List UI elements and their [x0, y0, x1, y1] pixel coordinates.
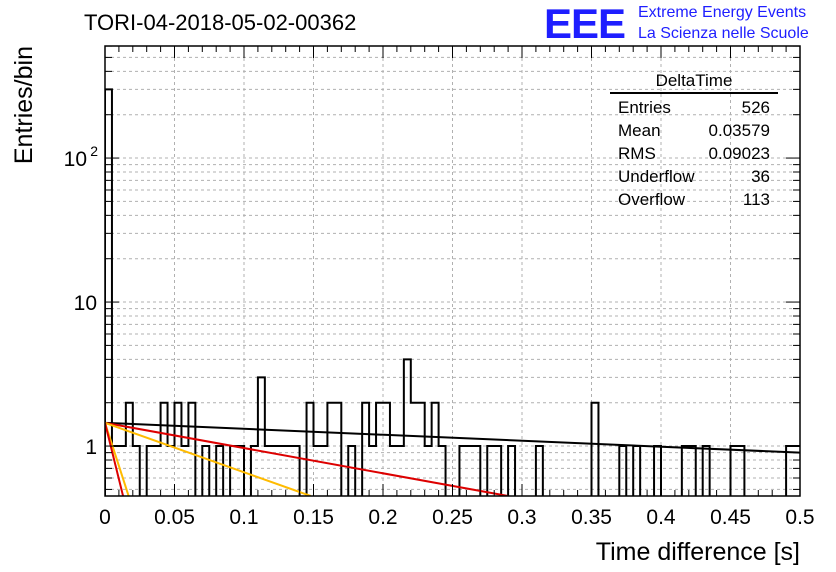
y-tick-label: 10	[64, 148, 87, 171]
histogram-bin	[487, 446, 494, 496]
histogram-bin	[439, 446, 446, 496]
x-tick-label: 0.5	[785, 506, 814, 529]
stats-label: Underflow	[618, 167, 695, 186]
histogram-bin	[633, 446, 640, 496]
stats-value: 0.03579	[708, 121, 770, 140]
x-tick-label: 0.1	[229, 506, 258, 529]
histogram-bin	[689, 446, 696, 496]
histogram-bin	[327, 403, 334, 496]
stats-label: Entries	[618, 98, 671, 117]
histogram-bin	[397, 446, 404, 496]
histogram-bin	[619, 446, 626, 496]
histogram-bin	[425, 446, 432, 496]
stats-row: Entries 526	[610, 96, 778, 119]
x-tick-label: 0.15	[293, 506, 334, 529]
histogram-bin	[494, 446, 501, 496]
fit-line	[105, 421, 312, 496]
histogram-bin	[654, 446, 661, 496]
x-tick-label: 0	[99, 506, 111, 529]
histogram-bin	[703, 446, 710, 496]
stats-row: RMS 0.09023	[610, 142, 778, 165]
histogram-bin	[473, 446, 480, 496]
x-tick-label: 0.25	[432, 506, 473, 529]
histogram-bin	[161, 403, 168, 496]
histogram-bin	[376, 403, 383, 496]
histogram-bin	[314, 446, 321, 496]
histogram-bin	[390, 446, 397, 496]
histogram-bin	[154, 446, 161, 496]
fit-line	[105, 422, 125, 496]
stats-label: Mean	[618, 121, 661, 140]
fit-line	[105, 421, 509, 496]
x-tick-label: 0.35	[571, 506, 612, 529]
histogram-bin	[592, 403, 599, 496]
x-axis-title: Time difference [s]	[596, 538, 800, 566]
histogram-bin	[216, 446, 223, 496]
stats-box: DeltaTime Entries 526 Mean 0.03579 RMS 0.0902…	[610, 70, 778, 211]
histogram-bin	[348, 446, 355, 496]
histogram-bin	[411, 403, 418, 496]
stats-row: Mean 0.03579	[610, 119, 778, 142]
logo-text: Extreme Energy Events La Scienza nelle S…	[638, 2, 809, 44]
x-tick-label: 0.05	[154, 506, 195, 529]
histogram-bin	[202, 446, 209, 496]
stats-title: DeltaTime	[655, 71, 733, 90]
histogram-bin	[147, 446, 154, 496]
histogram-bin	[126, 403, 133, 496]
stats-value: 36	[751, 167, 770, 186]
histogram-bin	[786, 446, 793, 496]
histogram-bin	[133, 446, 140, 496]
histogram-bin	[307, 403, 314, 496]
histogram-bin	[251, 446, 258, 496]
histogram-bin	[404, 359, 411, 496]
stats-label: Overflow	[618, 190, 686, 209]
y-tick-label: 1	[85, 436, 97, 459]
histogram-bin	[293, 446, 300, 496]
logo-line2: La Scienza nelle Scuole	[638, 25, 809, 42]
stats-row: Overflow 113	[610, 188, 778, 211]
histogram-bin	[682, 446, 689, 496]
stats-value: 113	[742, 190, 770, 209]
histogram-bin	[168, 446, 175, 496]
run-title: TORI-04-2018-05-02-00362	[84, 10, 357, 35]
histogram-series	[105, 88, 800, 496]
x-tick-label: 0.2	[368, 506, 397, 529]
histogram-bin	[508, 446, 515, 496]
stats-value: 0.09023	[708, 144, 770, 163]
histogram-bin	[731, 446, 738, 496]
stats-value: 526	[741, 98, 770, 117]
histogram-bin	[536, 446, 543, 496]
histogram-steps	[105, 88, 800, 496]
histogram-bin	[188, 403, 195, 496]
y-tick-label: 10	[74, 292, 97, 315]
x-tick-label: 0.4	[646, 506, 676, 529]
histogram-bin	[383, 403, 390, 496]
histogram-bin	[737, 446, 744, 496]
stats-row: Underflow 36	[610, 165, 778, 188]
histogram-bin	[334, 403, 341, 496]
stats-label: RMS	[618, 144, 656, 163]
histogram-bin	[362, 403, 369, 496]
x-tick-label: 0.3	[507, 506, 536, 529]
histogram-bin	[181, 446, 188, 496]
histogram-bin	[320, 446, 327, 496]
histogram-bin	[230, 446, 237, 496]
y-tick-exponent: 2	[90, 143, 98, 159]
y-axis-title: Entries/bin	[10, 46, 38, 164]
logo-line1: Extreme Energy Events	[638, 4, 807, 21]
histogram-bin	[418, 403, 425, 496]
stats-divider	[610, 92, 778, 94]
eee-logo-icon: EEE	[544, 0, 626, 47]
x-tick-label: 0.45	[710, 506, 751, 529]
fit-line	[105, 421, 800, 454]
